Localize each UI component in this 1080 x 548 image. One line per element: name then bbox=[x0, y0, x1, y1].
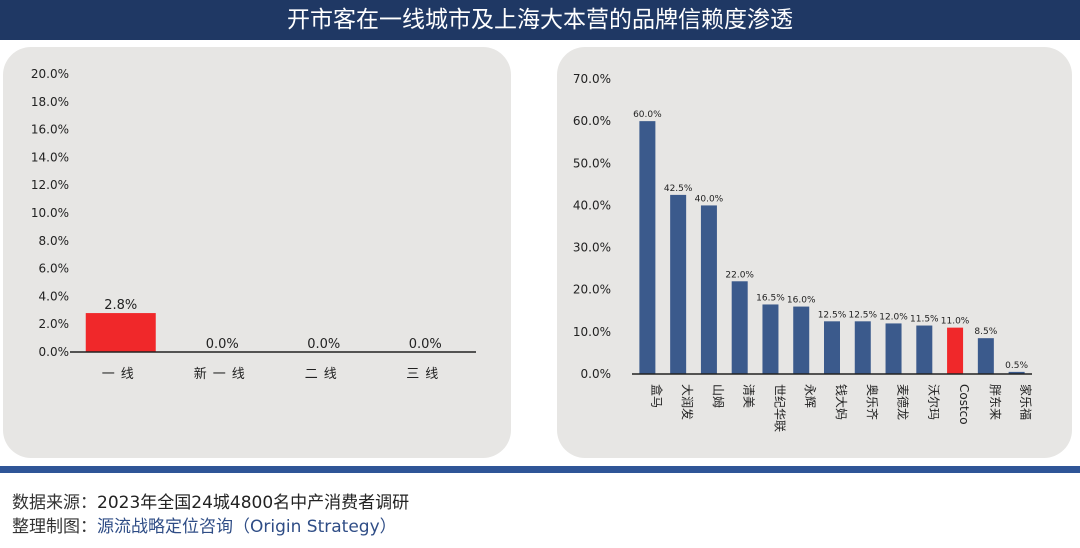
category-label: 沃尔玛 bbox=[926, 384, 941, 420]
y-tick-label: 50.0% bbox=[573, 156, 611, 170]
category-label: 盒马 bbox=[649, 384, 664, 408]
chart-maker: 整理制图：源流战略定位咨询（Origin Strategy） bbox=[12, 512, 397, 537]
y-tick-label: 14.0% bbox=[31, 150, 69, 164]
bar-胖东来 bbox=[977, 338, 994, 374]
category-label: 二线 bbox=[305, 367, 343, 382]
bar-家乐福 bbox=[1008, 371, 1025, 374]
y-tick-label: 6.0% bbox=[39, 262, 70, 276]
y-tick-label: 0.0% bbox=[39, 345, 70, 359]
data-label: 42.5% bbox=[664, 184, 693, 194]
data-source: 数据来源：2023年全国24城4800名中产消费者调研 bbox=[12, 488, 409, 513]
y-tick-label: 20.0% bbox=[31, 67, 69, 81]
y-tick-label: 40.0% bbox=[573, 198, 611, 212]
y-tick-label: 10.0% bbox=[31, 206, 69, 220]
y-tick-label: 60.0% bbox=[573, 114, 611, 128]
y-tick-label: 30.0% bbox=[573, 241, 611, 255]
bar-山姆 bbox=[700, 205, 717, 374]
data-label: 0.0% bbox=[206, 337, 239, 352]
category-label: 大润发 bbox=[680, 384, 695, 420]
category-label: 永辉 bbox=[803, 384, 817, 408]
category-label: Costco bbox=[957, 384, 971, 425]
y-tick-label: 10.0% bbox=[573, 325, 611, 339]
bar-钱大妈 bbox=[824, 321, 840, 374]
y-tick-label: 20.0% bbox=[573, 283, 611, 297]
page-title: 开市客在一线城市及上海大本营的品牌信赖度渗透 bbox=[0, 0, 1080, 40]
bar-一线 bbox=[85, 313, 156, 352]
y-tick-label: 4.0% bbox=[39, 289, 70, 303]
y-tick-label: 0.0% bbox=[581, 367, 612, 381]
data-label: 22.0% bbox=[725, 270, 754, 280]
bar-麦德龙 bbox=[885, 323, 902, 374]
source-label: 数据来源： bbox=[12, 493, 97, 513]
data-label: 16.0% bbox=[787, 296, 816, 306]
category-label: 一线 bbox=[102, 367, 140, 382]
data-label: 12.5% bbox=[848, 310, 877, 320]
y-tick-label: 18.0% bbox=[31, 95, 69, 109]
category-label: 清美 bbox=[742, 384, 756, 408]
data-label: 0.5% bbox=[1005, 361, 1028, 371]
category-label: 家乐福 bbox=[1019, 384, 1034, 420]
y-tick-label: 70.0% bbox=[573, 72, 611, 86]
y-tick-label: 12.0% bbox=[31, 178, 69, 192]
data-label: 8.5% bbox=[974, 327, 997, 337]
bar-清美 bbox=[731, 281, 748, 374]
divider bbox=[0, 466, 1080, 473]
maker-value: 源流战略定位咨询（Origin Strategy） bbox=[97, 517, 397, 537]
data-label: 11.0% bbox=[941, 317, 970, 327]
source-value: 2023年全国24城4800名中产消费者调研 bbox=[97, 493, 410, 513]
category-label: 奥乐齐 bbox=[865, 384, 880, 420]
brand-chart-panel: 0.0% 10.0% 20.0% 30.0% 40.0% 50.0% 60.0% 70.0% 6… bbox=[557, 47, 1072, 458]
maker-label: 整理制图： bbox=[12, 517, 97, 537]
category-label: 钱大妈 bbox=[834, 384, 849, 420]
city-tier-chart: 0.0% 2.0% 4.0% 6.0% 8.0% 10.0% 12.0% 14.0% 16.0%… bbox=[31, 67, 476, 382]
data-label: 40.0% bbox=[695, 194, 724, 204]
data-label: 2.8% bbox=[104, 298, 137, 313]
data-label: 60.0% bbox=[633, 110, 662, 120]
bar-盒马 bbox=[639, 121, 656, 375]
category-label: 胖东来 bbox=[988, 384, 1002, 420]
data-label: 12.5% bbox=[818, 310, 847, 320]
data-label: 16.5% bbox=[756, 293, 785, 303]
y-tick-label: 2.0% bbox=[39, 317, 70, 331]
bar-奥乐齐 bbox=[854, 321, 871, 374]
category-label: 麦德龙 bbox=[896, 384, 911, 420]
data-label: 11.5% bbox=[910, 315, 939, 325]
y-tick-label: 8.0% bbox=[39, 234, 70, 248]
category-label: 世纪华联 bbox=[772, 384, 786, 432]
bar-Costco bbox=[947, 327, 964, 374]
bar-世纪华联 bbox=[762, 304, 779, 374]
y-tick-label: 16.0% bbox=[31, 123, 69, 137]
data-label: 12.0% bbox=[879, 312, 908, 322]
data-label: 0.0% bbox=[409, 337, 442, 352]
bar-大润发 bbox=[670, 194, 687, 374]
category-label: 三线 bbox=[406, 367, 444, 382]
city-tier-chart-panel: 0.0% 2.0% 4.0% 6.0% 8.0% 10.0% 12.0% 14.0% 16.0%… bbox=[3, 47, 511, 458]
bar-沃尔玛 bbox=[916, 325, 933, 374]
brand-chart: 0.0% 10.0% 20.0% 30.0% 40.0% 50.0% 60.0% 70.0% 6… bbox=[573, 72, 1034, 432]
bar-永辉 bbox=[793, 306, 810, 374]
category-label: 新一线 bbox=[194, 366, 251, 382]
category-label: 山姆 bbox=[711, 384, 725, 408]
data-label: 0.0% bbox=[307, 337, 340, 352]
